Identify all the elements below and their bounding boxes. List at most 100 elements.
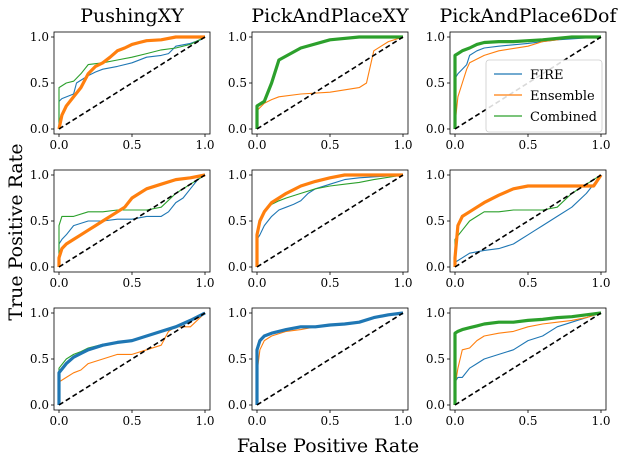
panel-frame	[53, 169, 211, 273]
roc-panel: 0.00.0 0.5 0.5 1.0 1.0	[30, 30, 215, 152]
x-axis-label: False Positive Rate	[237, 435, 419, 457]
y-tick-label: 0.0	[30, 260, 49, 274]
x-tick-label: 1.0	[591, 276, 610, 290]
x-tick-label: 0.0	[49, 414, 68, 428]
x-tick-label: 0.5	[122, 414, 141, 428]
y-tick-label: 0.0	[426, 122, 445, 136]
x-tick-label: 1.0	[393, 276, 412, 290]
column-titles: PushingXY PickAndPlaceXY PickAndPlace6Dof	[80, 5, 618, 27]
x-tick-label: 0.0	[247, 414, 266, 428]
x-tick-label: 1.0	[195, 138, 214, 152]
y-tick-label: 1.0	[228, 30, 247, 44]
y-tick-label: 0.5	[228, 352, 247, 366]
roc-curve-ensemble	[57, 35, 205, 130]
y-tick-label: 0.0	[426, 398, 445, 412]
y-tick-label: 0.5	[426, 214, 445, 228]
roc-curve-combined	[255, 35, 403, 129]
x-tick-label: 0.5	[320, 414, 339, 428]
chance-diagonal	[454, 36, 602, 130]
roc-curve-combined	[453, 311, 602, 405]
y-tick-label: 0.5	[426, 76, 445, 90]
y-tick-label: 0.5	[30, 76, 49, 90]
panel-frame	[251, 169, 409, 273]
x-tick-label: 1.0	[195, 276, 214, 290]
x-tick-label: 0.0	[247, 138, 266, 152]
roc-curve-ensemble	[255, 173, 403, 267]
roc-curve-ensemble	[453, 174, 603, 267]
y-tick-label: 1.0	[30, 168, 49, 182]
roc-panel: 0.00.0 0.5 0.5 1.0 1.0	[426, 306, 611, 428]
y-tick-label: 0.0	[228, 260, 247, 274]
y-tick-label: 1.0	[426, 30, 445, 44]
panel-grid: 0.00.00.50.51.01.00.00.00.50.51.01.00.00…	[30, 30, 611, 428]
y-tick-label: 1.0	[228, 168, 247, 182]
roc-panel: 0.00.0 0.5 0.5 1.0 1.0	[228, 30, 413, 152]
chance-diagonal	[58, 174, 206, 268]
y-tick-label: 0.0	[228, 398, 247, 412]
panel-frame	[251, 307, 409, 411]
y-tick-label: 0.5	[30, 214, 49, 228]
x-tick-label: 0.5	[518, 414, 537, 428]
x-tick-label: 1.0	[591, 414, 610, 428]
x-tick-label: 0.0	[247, 276, 266, 290]
x-tick-label: 1.0	[591, 138, 610, 152]
column-title: PickAndPlaceXY	[251, 5, 409, 27]
roc-curve-fire	[454, 312, 602, 405]
panel-frame	[449, 307, 607, 411]
y-tick-label: 0.5	[30, 352, 49, 366]
roc-panel: 0.00.0 0.5 0.5 1.0 1.0	[228, 306, 413, 428]
column-title: PickAndPlace6Dof	[439, 5, 618, 27]
y-tick-label: 0.5	[426, 352, 445, 366]
x-tick-label: 0.0	[49, 138, 68, 152]
y-tick-label: 1.0	[30, 30, 49, 44]
roc-curve-fire	[454, 36, 602, 129]
x-tick-label: 1.0	[393, 414, 412, 428]
x-tick-label: 0.5	[320, 138, 339, 152]
legend-label-fire: FIRE	[530, 68, 563, 83]
y-tick-label: 1.0	[228, 306, 247, 320]
roc-curve-combined	[58, 36, 206, 129]
legend-label-combined: Combined	[530, 110, 597, 125]
roc-curve-ensemble	[57, 173, 206, 267]
chance-diagonal	[454, 312, 602, 406]
roc-curve-combined	[58, 174, 206, 267]
y-tick-label: 1.0	[426, 168, 445, 182]
x-tick-label: 0.0	[49, 276, 68, 290]
chance-diagonal	[256, 174, 404, 268]
x-tick-label: 0.5	[518, 276, 537, 290]
roc-panel: 0.00.0 0.5 0.5 1.0 1.0	[30, 306, 215, 428]
x-tick-label: 1.0	[195, 414, 214, 428]
y-axis-label: True Positive Rate	[5, 143, 27, 320]
x-tick-label: 0.0	[445, 138, 464, 152]
roc-curve-fire	[454, 174, 602, 267]
roc-curve-ensemble	[454, 312, 602, 405]
legend-label-ensemble: Ensemble	[530, 89, 595, 104]
roc-curve-combined	[453, 35, 601, 129]
y-tick-label: 1.0	[426, 306, 445, 320]
chance-diagonal	[256, 36, 404, 130]
legend: FIRE Ensemble Combined	[485, 59, 603, 133]
chance-diagonal	[58, 36, 206, 130]
y-tick-label: 1.0	[30, 306, 49, 320]
roc-curve-fire	[255, 311, 404, 405]
roc-panel: 0.00.0 0.5 0.5 1.0 1.0	[426, 30, 611, 152]
x-tick-label: 0.0	[445, 414, 464, 428]
roc-panel: 0.00.0 0.5 0.5 1.0 1.0	[228, 168, 413, 290]
roc-curve-fire	[58, 174, 206, 267]
roc-panel: 0.00.0 0.5 0.5 1.0 1.0	[30, 168, 215, 290]
roc-curve-combined	[454, 174, 602, 267]
x-tick-label: 0.5	[320, 276, 339, 290]
legend-box	[485, 59, 603, 133]
chance-diagonal	[256, 312, 404, 406]
y-tick-label: 0.5	[228, 76, 247, 90]
x-tick-label: 0.5	[122, 276, 141, 290]
column-title: PushingXY	[80, 5, 184, 27]
y-tick-label: 0.0	[426, 260, 445, 274]
roc-panel: 0.00.0 0.5 0.5 1.0 1.0	[426, 168, 611, 290]
x-tick-label: 0.0	[445, 276, 464, 290]
panel-frame	[251, 31, 409, 135]
x-tick-label: 0.5	[122, 138, 141, 152]
y-tick-label: 0.5	[228, 214, 247, 228]
y-tick-label: 0.0	[228, 122, 247, 136]
